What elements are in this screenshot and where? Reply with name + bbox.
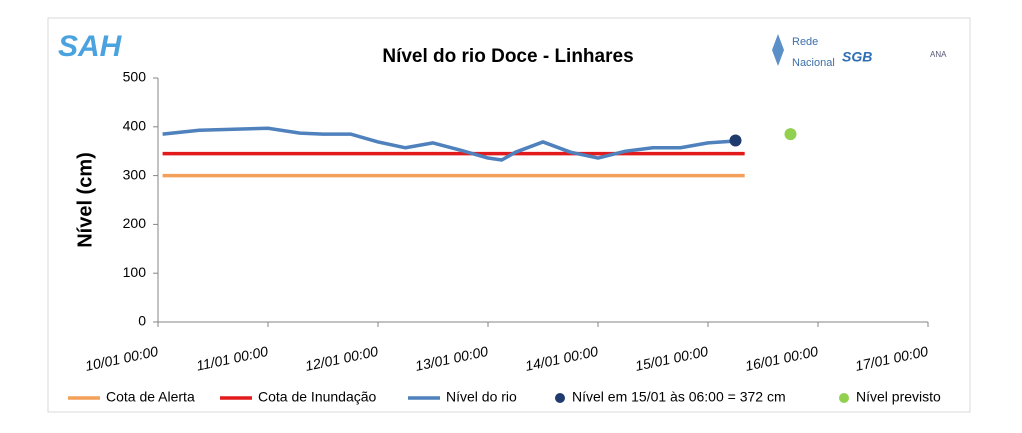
logo-text: SGB <box>842 49 872 65</box>
logo-agencies: Rede Nacional SGB ANA <box>772 34 947 69</box>
chart-title: Nível do rio Doce - Linhares <box>382 46 633 67</box>
chart-frame <box>47 17 971 413</box>
y-axis-label: Nível (cm) <box>74 152 96 248</box>
legend-marker <box>839 393 849 403</box>
logo-text: SAH <box>58 30 123 63</box>
y-tick-label: 400 <box>123 118 147 134</box>
y-tick-label: 0 <box>138 313 146 329</box>
logo-drop <box>772 34 784 66</box>
legend-label: Cota de Inundação <box>258 389 377 405</box>
y-tick-label: 200 <box>123 215 147 231</box>
logo-sah: SAH <box>58 30 123 63</box>
legend-label: Nível em 15/01 às 06:00 = 372 cm <box>572 389 786 405</box>
logo-text: Nacional <box>792 57 835 69</box>
legend-label: Nível do rio <box>446 389 517 405</box>
y-tick-label: 300 <box>123 166 147 182</box>
logo-text: ANA <box>930 50 947 59</box>
point <box>784 128 797 141</box>
y-tick-label: 100 <box>123 264 147 280</box>
point <box>729 134 742 147</box>
series-line <box>162 126 736 162</box>
legend-marker <box>555 393 565 403</box>
legend-label: Cota de Alerta <box>106 389 195 405</box>
logo-text: Rede <box>792 36 818 48</box>
legend-label: Nível previsto <box>856 389 941 405</box>
y-tick-label: 500 <box>123 69 147 85</box>
